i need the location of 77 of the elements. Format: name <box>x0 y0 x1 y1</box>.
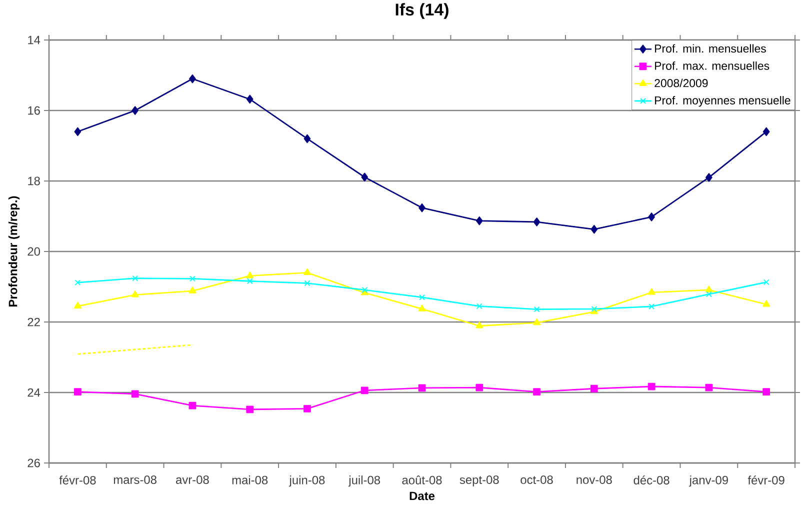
point <box>533 217 540 226</box>
x-tick-label: nov-08 <box>576 476 612 484</box>
legend-label: Prof. moyennes mensuelle <box>655 96 790 107</box>
x-tick-label: juin-08 <box>288 476 325 487</box>
point <box>705 286 713 292</box>
point <box>131 390 139 398</box>
x-tick-label: avr-08 <box>176 476 209 484</box>
point <box>534 306 540 312</box>
y-tick-label: 16 <box>28 106 40 115</box>
point <box>303 268 312 276</box>
point <box>189 74 196 84</box>
point <box>360 386 368 394</box>
x-tick-label: mars-08 <box>114 476 156 484</box>
point <box>74 388 82 396</box>
x-tick-label: mai-08 <box>232 476 268 484</box>
point <box>132 106 139 115</box>
point <box>648 304 655 310</box>
point <box>361 172 368 182</box>
point <box>648 382 656 390</box>
y-tick-label: 26 <box>28 458 40 468</box>
legend-label: Prof. max. mensuelles <box>655 61 770 70</box>
y-axis-title: Profondeur (m/rep.) <box>8 196 20 306</box>
point <box>762 300 770 307</box>
point <box>762 388 770 396</box>
y-tick-label: 24 <box>28 388 40 397</box>
point <box>246 94 254 104</box>
x-tick-label: oct-08 <box>520 476 553 484</box>
x-tick-label: déc-08 <box>634 476 670 484</box>
point <box>304 134 311 144</box>
point <box>532 318 541 326</box>
point <box>476 216 483 226</box>
x-axis-title: Date <box>410 492 435 500</box>
point <box>706 291 712 298</box>
point <box>590 384 598 392</box>
point <box>246 278 253 284</box>
y-tick-label: 22 <box>28 318 40 326</box>
point <box>131 290 139 298</box>
point <box>762 127 770 136</box>
point <box>706 173 712 182</box>
point <box>189 276 196 282</box>
x-tick-label: févr-08 <box>59 476 96 484</box>
point <box>476 322 484 328</box>
point <box>188 286 196 294</box>
chart-title: Ifs (14) <box>396 3 448 19</box>
point <box>418 384 426 392</box>
point <box>476 384 484 392</box>
point <box>590 224 598 234</box>
x-tick-label: août-08 <box>402 476 442 484</box>
point <box>418 203 426 212</box>
point <box>705 384 713 392</box>
point <box>763 279 770 286</box>
legend-label: 2008/2009 <box>654 78 708 88</box>
legend-label: Prof. min. mensuelles <box>655 44 766 53</box>
x-tick-label: sept-08 <box>460 476 499 486</box>
point <box>476 303 482 310</box>
point <box>533 388 540 396</box>
x-tick-label: janv-09 <box>689 476 728 487</box>
point <box>246 272 254 278</box>
point <box>132 275 138 282</box>
point <box>419 294 425 300</box>
point <box>74 127 82 136</box>
point <box>648 288 656 295</box>
point <box>418 304 426 312</box>
y-tick-label: 20 <box>28 247 40 256</box>
point <box>648 212 655 222</box>
point <box>304 405 311 412</box>
point <box>591 306 598 312</box>
x-tick-label: févr-09 <box>748 476 784 484</box>
point <box>362 286 368 293</box>
x-tick-label: juil-08 <box>348 476 380 487</box>
point <box>304 280 310 286</box>
y-tick-label: 14 <box>28 36 40 44</box>
point <box>74 280 81 286</box>
y-tick-label: 18 <box>28 176 40 186</box>
point <box>246 406 254 414</box>
point <box>188 402 196 410</box>
point <box>74 302 82 309</box>
